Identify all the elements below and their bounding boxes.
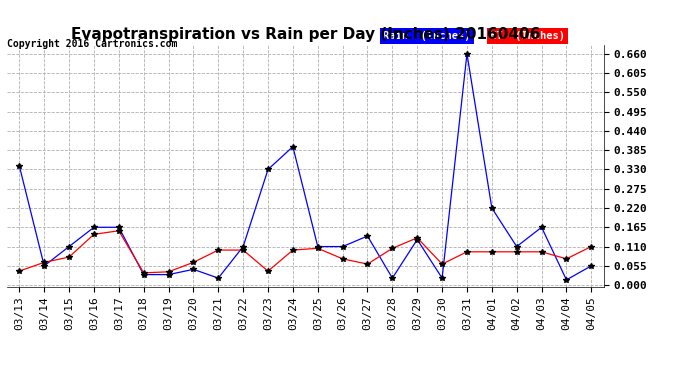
Title: Evapotranspiration vs Rain per Day (Inches) 20160406: Evapotranspiration vs Rain per Day (Inch… [70, 27, 540, 42]
Text: Copyright 2016 Cartronics.com: Copyright 2016 Cartronics.com [7, 39, 177, 49]
Text: Rain  (Inches): Rain (Inches) [383, 32, 471, 41]
Text: ET  (Inches): ET (Inches) [491, 32, 565, 41]
